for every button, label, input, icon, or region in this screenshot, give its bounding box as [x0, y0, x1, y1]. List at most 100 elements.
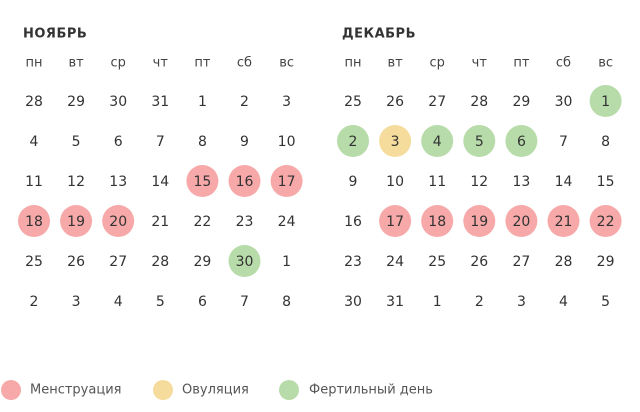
day: 26: [470, 254, 488, 270]
day: 8: [601, 134, 610, 150]
day: 5: [601, 294, 610, 310]
day: 3: [391, 134, 400, 150]
weekday: вс: [279, 56, 294, 71]
day-highlight: [505, 205, 538, 237]
day: 25: [428, 254, 446, 270]
day: 2: [30, 294, 39, 310]
day: 30: [555, 94, 573, 110]
day: 13: [512, 174, 530, 190]
day: 29: [67, 94, 85, 110]
month-title: НОЯБРЬ: [23, 27, 87, 42]
day: 15: [193, 174, 211, 190]
day: 28: [555, 254, 573, 270]
weekday: пт: [513, 56, 529, 71]
day-highlight: [270, 165, 303, 197]
day-highlight: [547, 205, 580, 237]
day: 28: [470, 94, 488, 110]
day: 13: [109, 174, 127, 190]
legend-dot: [153, 380, 173, 400]
day: 9: [240, 134, 249, 150]
day-highlight: [337, 125, 369, 157]
day: 18: [428, 214, 446, 230]
day: 15: [597, 174, 615, 190]
day: 29: [597, 254, 615, 270]
day: 27: [428, 94, 446, 110]
day: 1: [601, 94, 610, 110]
day: 3: [517, 294, 526, 310]
day: 23: [236, 214, 254, 230]
day: 2: [349, 134, 358, 150]
day: 29: [512, 94, 530, 110]
day: 18: [25, 214, 43, 230]
day: 8: [282, 294, 291, 310]
day: 3: [72, 294, 81, 310]
day: 26: [67, 254, 85, 270]
day: 1: [198, 94, 207, 110]
day: 17: [386, 214, 404, 230]
day: 23: [344, 254, 362, 270]
day: 16: [344, 214, 362, 230]
day: 29: [193, 254, 211, 270]
legend-label: Фертильный день: [309, 383, 433, 398]
day: 2: [475, 294, 484, 310]
day-highlight: [463, 205, 496, 237]
day: 5: [156, 294, 165, 310]
weekday: чт: [153, 56, 169, 71]
day: 4: [114, 294, 123, 310]
day: 24: [386, 254, 404, 270]
weekday: пн: [26, 56, 43, 71]
day-highlight: [102, 205, 135, 237]
weekday: ср: [110, 56, 125, 71]
day: 6: [198, 294, 207, 310]
day: 21: [151, 214, 169, 230]
day-highlight: [379, 125, 412, 157]
day-highlight: [421, 125, 454, 157]
day: 30: [344, 294, 362, 310]
day: 12: [67, 174, 85, 190]
day: 12: [470, 174, 488, 190]
day-highlight: [228, 245, 261, 277]
day: 20: [512, 214, 530, 230]
weekday: чт: [472, 56, 488, 71]
day: 19: [67, 214, 85, 230]
day: 27: [109, 254, 127, 270]
day: 14: [555, 174, 573, 190]
legend-label: Овуляция: [182, 383, 249, 398]
month-title: ДЕКАБРЬ: [342, 27, 416, 42]
day-highlight: [379, 205, 412, 237]
day-highlight: [186, 165, 219, 197]
day-highlight: [589, 85, 622, 117]
day-highlight: [421, 205, 454, 237]
day-highlight: [228, 165, 261, 197]
legend-dot: [1, 380, 21, 400]
day: 10: [278, 134, 296, 150]
weekday: сб: [556, 56, 571, 71]
weekday: вт: [387, 56, 403, 71]
day: 1: [282, 254, 291, 270]
day-highlight: [18, 205, 50, 237]
day: 22: [193, 214, 211, 230]
day: 8: [198, 134, 207, 150]
day: 6: [517, 134, 526, 150]
day: 16: [236, 174, 254, 190]
day: 25: [344, 94, 362, 110]
day: 25: [25, 254, 43, 270]
day: 21: [555, 214, 573, 230]
day: 3: [282, 94, 291, 110]
day: 11: [428, 174, 446, 190]
day-highlight: [60, 205, 93, 237]
day: 19: [470, 214, 488, 230]
day: 28: [151, 254, 169, 270]
day: 20: [109, 214, 127, 230]
day: 14: [151, 174, 169, 190]
weekday: пн: [345, 56, 362, 71]
day: 1: [433, 294, 442, 310]
day: 5: [72, 134, 81, 150]
day: 30: [109, 94, 127, 110]
day: 31: [151, 94, 169, 110]
day: 7: [559, 134, 568, 150]
day: 27: [512, 254, 530, 270]
